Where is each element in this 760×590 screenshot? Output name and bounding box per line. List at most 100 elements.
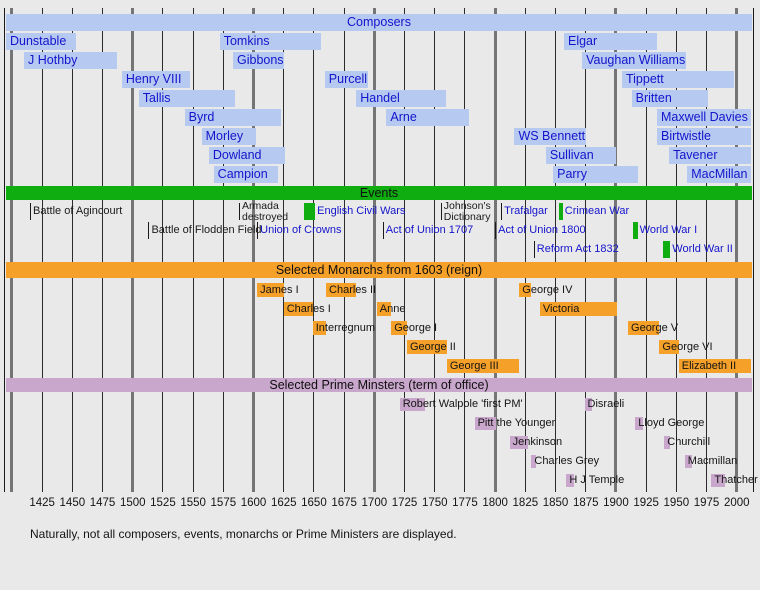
axis-label-2000: 2000 xyxy=(723,497,750,509)
gridline-1800 xyxy=(493,8,497,492)
monarchs-section-header: Selected Monarchs from 1603 (reign) xyxy=(6,262,752,278)
pm-label: Pitt the Younger xyxy=(477,417,556,429)
composer-label: Purcell xyxy=(328,72,368,86)
composer-bar[interactable]: Byrd xyxy=(184,109,282,126)
gridline-1625 xyxy=(283,8,285,492)
monarch-label: Charles II xyxy=(329,284,377,296)
plot-border-left xyxy=(4,8,5,492)
monarch-bar xyxy=(326,283,357,297)
event-label[interactable]: Trafalgar xyxy=(504,205,548,217)
composer-bar[interactable]: WS Bennett xyxy=(514,128,586,145)
composer-bar[interactable]: Henry VIII xyxy=(121,71,190,88)
gridline-1750 xyxy=(434,8,436,492)
pm-bar xyxy=(635,417,643,430)
composer-label: Sullivan xyxy=(549,148,594,162)
composer-bar[interactable]: Purcell xyxy=(324,71,369,88)
pm-label: Lloyd George xyxy=(638,417,705,429)
composer-bar[interactable]: Dunstable xyxy=(6,33,76,50)
axis-label-1800: 1800 xyxy=(482,497,508,509)
event-tick xyxy=(533,241,535,258)
composer-bar[interactable]: Morley xyxy=(201,128,256,145)
composer-bar[interactable]: MacMillan xyxy=(687,166,752,183)
gridline-1950 xyxy=(675,8,677,492)
composer-bar[interactable]: Britten xyxy=(631,90,708,107)
gridline-1975 xyxy=(706,8,708,492)
composer-bar[interactable]: Campion xyxy=(213,166,278,183)
gridline-1700 xyxy=(372,8,376,492)
monarch-label: Interregnum xyxy=(315,322,376,334)
composer-bar[interactable]: Tavener xyxy=(669,147,752,164)
composer-bar[interactable]: Parry xyxy=(553,166,638,183)
composer-bar[interactable]: Arne xyxy=(386,109,469,126)
axis-label-1475: 1475 xyxy=(89,497,116,509)
axis-label-1775: 1775 xyxy=(452,497,478,509)
composers-section-header: Composers xyxy=(6,14,752,31)
monarch-label: Charles I xyxy=(286,303,331,315)
gridline-1575 xyxy=(222,8,224,492)
monarch-label: George V xyxy=(631,322,679,334)
event-tick xyxy=(382,222,384,239)
event-label[interactable]: Act of Union 1707 xyxy=(385,224,474,236)
composer-label: WS Bennett xyxy=(518,129,586,143)
event-label[interactable]: Crimean War xyxy=(564,205,630,217)
composer-label: Gibbons xyxy=(237,53,284,67)
monarch-bar xyxy=(257,283,284,297)
axis-label-1625: 1625 xyxy=(270,497,297,509)
composer-bar[interactable]: Handel xyxy=(356,90,446,107)
pm-label: Charles Grey xyxy=(534,455,600,467)
composer-bar[interactable]: J Hothby xyxy=(24,52,118,69)
composer-label: Arne xyxy=(390,110,417,124)
monarch-label: George II xyxy=(409,341,456,353)
composer-label: Elgar xyxy=(567,34,598,48)
event-label: Johnson's Dictionary xyxy=(443,200,491,223)
monarch-label: George I xyxy=(394,322,438,334)
gridline-1850 xyxy=(555,8,557,492)
composer-label: Henry VIII xyxy=(125,72,182,86)
composer-label: MacMillan xyxy=(691,167,748,181)
composer-bar[interactable]: Tippett xyxy=(621,71,735,88)
event-label[interactable]: World War I xyxy=(639,224,698,236)
event-label[interactable]: World War II xyxy=(672,243,733,255)
monarch-bar xyxy=(659,340,679,354)
gridline-1825 xyxy=(524,8,526,492)
gridline-1550 xyxy=(192,8,194,492)
gridline-1500 xyxy=(131,8,135,492)
gridline-1600 xyxy=(252,8,256,492)
axis-label-1525: 1525 xyxy=(150,497,176,509)
axis-label-1750: 1750 xyxy=(421,497,448,509)
monarch-bar xyxy=(446,359,520,373)
event-tick xyxy=(495,222,497,239)
composer-bar[interactable]: Tomkins xyxy=(219,33,322,50)
composer-bar[interactable]: Dowland xyxy=(208,147,285,164)
composer-label: Morley xyxy=(205,129,244,143)
pm-bar xyxy=(531,455,537,468)
composer-bar[interactable]: Gibbons xyxy=(233,52,284,69)
pm-bar xyxy=(566,474,574,487)
event-label[interactable]: Reform Act 1832 xyxy=(536,243,619,255)
pm-bar xyxy=(474,417,497,430)
event-label[interactable]: Union of Crowns xyxy=(260,224,342,236)
axis-label-1450: 1450 xyxy=(59,497,86,509)
event-tick xyxy=(440,203,442,220)
composer-bar[interactable]: Elgar xyxy=(563,33,657,50)
composer-label: Tavener xyxy=(673,148,718,162)
composer-bar[interactable]: Maxwell Davies xyxy=(657,109,752,126)
composer-label: Britten xyxy=(635,91,672,105)
monarch-bar xyxy=(283,302,313,316)
composer-bar[interactable]: Tallis xyxy=(138,90,236,107)
monarch-label: George IV xyxy=(522,284,573,296)
axis-label-1725: 1725 xyxy=(391,497,418,509)
axis-label-1900: 1900 xyxy=(603,497,629,509)
event-label[interactable]: English Civil Wars xyxy=(317,205,406,217)
pm-label: H J Temple xyxy=(569,474,625,486)
gridline-1650 xyxy=(313,8,315,492)
composer-bar[interactable]: Sullivan xyxy=(545,147,616,164)
event-label[interactable]: Act of Union 1800 xyxy=(498,224,586,236)
pm-label: Robert Walpole 'first PM' xyxy=(402,398,523,410)
composer-label: Handel xyxy=(360,91,400,105)
event-tick xyxy=(501,203,503,220)
composer-bar[interactable]: Vaughan Williams xyxy=(582,52,686,69)
event-range-bar xyxy=(559,203,563,220)
composer-label: Parry xyxy=(557,167,587,181)
composer-bar[interactable]: Birtwistle xyxy=(657,128,752,145)
